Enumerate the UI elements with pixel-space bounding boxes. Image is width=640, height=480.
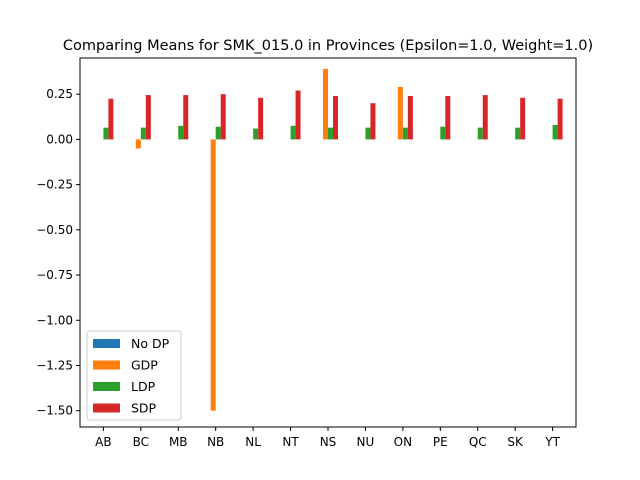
bar-gdp-ns [323,68,328,140]
bar-sdp-nt [295,90,301,140]
x-tick-label: BC [133,435,149,449]
bar-gdp-nb [210,139,216,411]
bar-ldp-ab [103,127,109,140]
x-tick-label: MB [169,435,188,449]
x-tick-label: NS [320,435,337,449]
legend-swatch [93,360,120,370]
x-tick-label: ON [394,435,412,449]
legend-box [86,330,182,421]
x-tick-label: YT [544,435,560,449]
y-tick-label: −1.25 [36,359,73,373]
y-tick-label: −0.25 [36,178,73,192]
bar-ldp-nb [215,126,221,140]
bar-ldp-qc [477,127,483,140]
bar-ldp-ns [328,127,333,140]
y-tick-label: 0.00 [46,132,73,146]
bar-ldp-sk [515,127,521,140]
bar-sdp-nl [258,97,264,140]
legend: No DP GDP LDP SDP [86,330,182,421]
bar-sdp-sk [520,97,526,140]
legend-label: SDP [131,401,157,416]
legend-swatch [93,403,120,413]
x-tick-label: AB [95,435,111,449]
legend-swatch [93,382,120,391]
bar-ldp-nt [290,125,296,140]
bars-group [103,68,563,411]
bar-gdp-on [397,86,403,140]
x-tick-label: PE [433,435,448,449]
bar-ldp-pe [440,126,446,140]
x-axis: AB BC MB NB NL NT NS NU ON PE QC SK YT [95,427,561,449]
legend-label: LDP [131,379,156,394]
x-tick-label: NU [357,435,375,449]
bar-sdp-nu [370,103,376,140]
legend-swatch [93,339,120,348]
x-tick-label: NB [207,435,224,449]
bar-sdp-on [407,95,413,140]
bar-ldp-nl [253,128,259,140]
bar-ldp-nu [365,127,371,140]
y-axis: −1.50 −1.25 −1.00 −0.75 −0.50 −0.25 0.00 0.25 [36,87,80,418]
legend-label: GDP [131,358,158,373]
x-tick-label: NT [282,435,299,449]
chart-title: Comparing Means for SMK_015.0 in Provinc… [63,38,593,54]
y-tick-label: −0.50 [36,223,73,237]
y-tick-label: 0.25 [46,87,73,101]
x-tick-label: QC [469,435,487,449]
legend-label: No DP [131,336,170,351]
y-tick-label: −0.75 [36,268,73,282]
bar-sdp-yt [557,98,563,140]
bar-sdp-nb [220,94,226,140]
bar-gdp-bc [135,139,141,149]
bar-sdp-qc [482,95,488,140]
y-tick-label: −1.50 [36,404,73,418]
x-tick-label: NL [245,435,261,449]
bar-sdp-bc [145,95,151,140]
bar-ldp-on [402,127,408,140]
bar-sdp-ns [333,95,338,140]
bar-ldp-yt [552,124,558,140]
bar-ldp-mb [178,125,184,140]
bar-sdp-pe [445,95,451,140]
y-tick-label: −1.00 [36,313,73,327]
x-tick-label: SK [507,435,524,449]
bar-sdp-ab [108,98,114,140]
bar-ldp-bc [140,127,146,140]
bar-sdp-mb [183,95,189,140]
